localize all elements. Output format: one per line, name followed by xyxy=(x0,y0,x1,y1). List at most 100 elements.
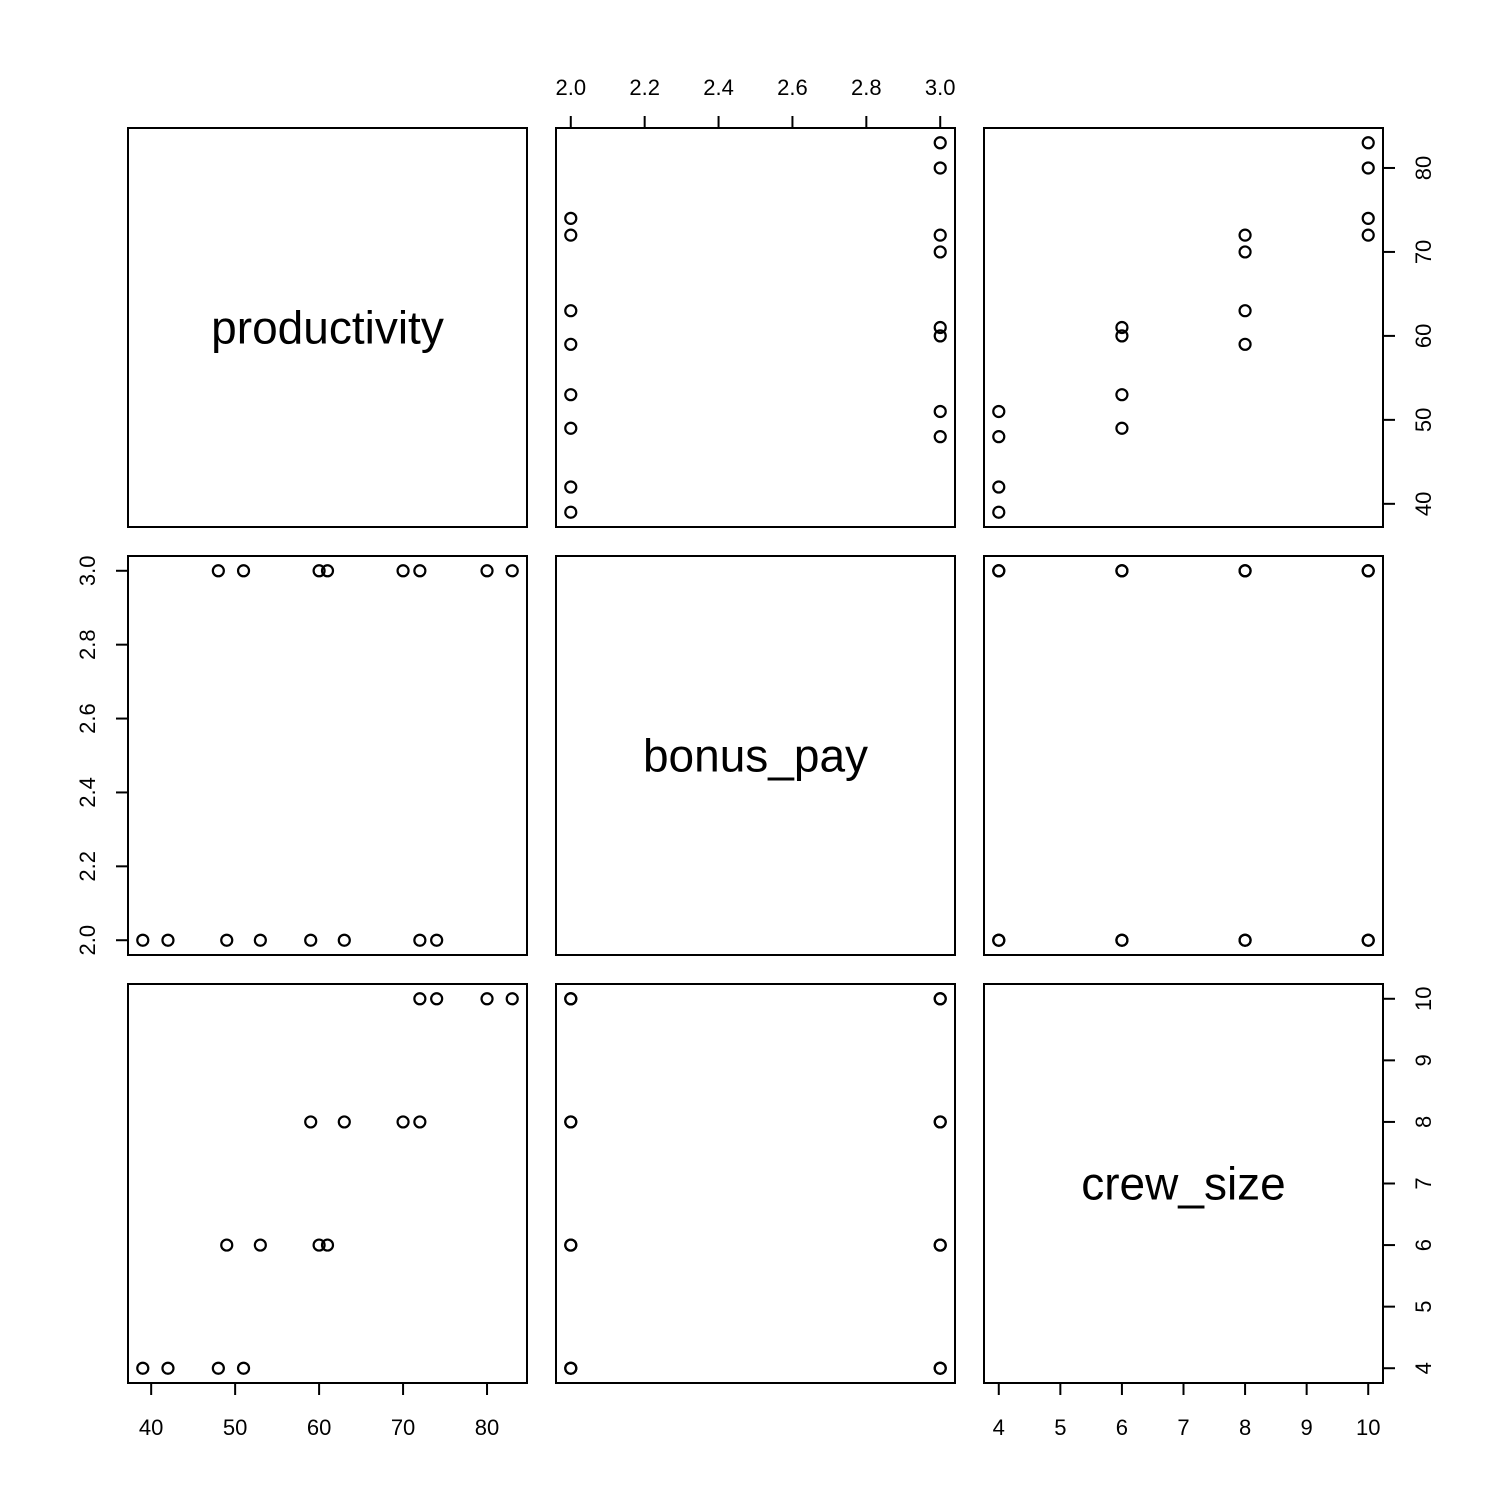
point-productivity-vs-crew_size xyxy=(430,992,444,1006)
panel-frame-crew_size-vs-productivity xyxy=(127,983,528,1384)
point-bonus_pay-vs-crew_size xyxy=(933,1115,947,1129)
point-productivity-vs-bonus_pay xyxy=(505,564,519,578)
point-bonus_pay-vs-crew_size xyxy=(933,1361,947,1375)
point-bonus_pay-vs-productivity xyxy=(564,304,578,318)
point-crew_size-vs-productivity xyxy=(1361,211,1375,225)
point-crew_size-vs-bonus_pay xyxy=(1361,564,1375,578)
point-productivity-vs-bonus_pay xyxy=(337,933,351,947)
point-productivity-vs-crew_size xyxy=(211,1361,225,1375)
variable-label-productivity: productivity xyxy=(211,302,444,354)
point-bonus_pay-vs-productivity xyxy=(933,404,947,419)
point-crew_size-vs-productivity xyxy=(1361,136,1375,150)
top-tick-label-bonus_pay: 2.2 xyxy=(629,75,660,100)
point-crew_size-vs-productivity xyxy=(1238,245,1252,259)
left-tick-label-bonus_pay: 2.6 xyxy=(75,703,100,734)
point-productivity-vs-bonus_pay xyxy=(320,564,335,578)
point-crew_size-vs-productivity xyxy=(1238,228,1252,242)
bottom-tick-label-crew_size: 8 xyxy=(1239,1415,1251,1440)
point-crew_size-vs-productivity xyxy=(992,505,1006,519)
panel-frame-bonus_pay-vs-productivity xyxy=(127,555,528,956)
point-productivity-vs-bonus_pay xyxy=(430,933,444,947)
point-crew_size-vs-productivity xyxy=(1115,320,1129,335)
point-bonus_pay-vs-productivity xyxy=(933,161,947,175)
right-tick-label-crew_size: 8 xyxy=(1411,1116,1436,1128)
point-crew_size-vs-productivity xyxy=(1361,228,1375,242)
point-crew_size-vs-bonus_pay xyxy=(992,564,1006,578)
point-bonus_pay-vs-crew_size xyxy=(933,992,947,1006)
right-tick-label-crew_size: 5 xyxy=(1411,1301,1436,1313)
panel-frame-productivity-vs-crew_size xyxy=(983,127,1384,528)
right-tick-label-productivity: 50 xyxy=(1411,408,1436,432)
point-crew_size-vs-bonus_pay xyxy=(992,933,1006,947)
point-crew_size-vs-productivity xyxy=(1115,329,1129,343)
point-crew_size-vs-productivity xyxy=(1361,161,1375,175)
top-tick-label-bonus_pay: 2.6 xyxy=(777,75,808,100)
panel-frame-bonus_pay-vs-crew_size xyxy=(983,555,1384,956)
right-tick-label-productivity: 40 xyxy=(1411,492,1436,516)
right-tick-label-productivity: 70 xyxy=(1411,240,1436,264)
left-tick-label-bonus_pay: 2.0 xyxy=(75,925,100,956)
point-crew_size-vs-productivity xyxy=(1238,304,1252,318)
point-bonus_pay-vs-productivity xyxy=(564,421,578,435)
point-productivity-vs-crew_size xyxy=(320,1238,335,1252)
point-bonus_pay-vs-crew_size xyxy=(564,1238,578,1252)
point-productivity-vs-crew_size xyxy=(253,1238,267,1252)
left-tick-label-bonus_pay: 2.4 xyxy=(75,777,100,808)
right-tick-label-crew_size: 9 xyxy=(1411,1054,1436,1066)
panel-frame-productivity-vs-productivity xyxy=(127,127,528,528)
point-crew_size-vs-bonus_pay xyxy=(1115,564,1129,578)
point-bonus_pay-vs-productivity xyxy=(564,505,578,519)
point-productivity-vs-bonus_pay xyxy=(396,564,410,578)
bottom-tick-label-crew_size: 9 xyxy=(1301,1415,1313,1440)
panel-frame-bonus_pay-vs-bonus_pay xyxy=(555,555,956,956)
left-tick-label-bonus_pay: 2.8 xyxy=(75,629,100,660)
point-bonus_pay-vs-productivity xyxy=(564,211,578,225)
point-productivity-vs-bonus_pay xyxy=(253,933,267,947)
bottom-tick-label-crew_size: 6 xyxy=(1116,1415,1128,1440)
bottom-tick-label-productivity: 60 xyxy=(307,1415,331,1440)
point-productivity-vs-bonus_pay xyxy=(480,564,494,578)
point-productivity-vs-crew_size xyxy=(136,1361,150,1375)
point-bonus_pay-vs-crew_size xyxy=(564,992,578,1006)
point-productivity-vs-crew_size xyxy=(480,992,494,1006)
point-productivity-vs-crew_size xyxy=(236,1361,251,1375)
top-tick-label-bonus_pay: 2.4 xyxy=(703,75,734,100)
point-bonus_pay-vs-productivity xyxy=(933,136,947,150)
point-crew_size-vs-productivity xyxy=(992,480,1006,494)
point-productivity-vs-bonus_pay xyxy=(161,933,175,947)
bottom-tick-label-crew_size: 10 xyxy=(1356,1415,1380,1440)
bottom-tick-label-crew_size: 7 xyxy=(1177,1415,1189,1440)
point-productivity-vs-bonus_pay xyxy=(413,933,427,947)
point-crew_size-vs-bonus_pay xyxy=(1238,933,1252,947)
point-bonus_pay-vs-productivity xyxy=(564,388,578,402)
point-productivity-vs-bonus_pay xyxy=(136,933,150,947)
right-tick-label-crew_size: 7 xyxy=(1411,1177,1436,1189)
point-productivity-vs-crew_size xyxy=(337,1115,351,1129)
point-productivity-vs-bonus_pay xyxy=(304,933,318,947)
point-bonus_pay-vs-crew_size xyxy=(564,1361,578,1375)
point-productivity-vs-crew_size xyxy=(161,1361,175,1375)
point-bonus_pay-vs-crew_size xyxy=(933,1238,947,1252)
point-bonus_pay-vs-productivity xyxy=(933,320,947,335)
point-bonus_pay-vs-productivity xyxy=(933,228,947,242)
point-productivity-vs-crew_size xyxy=(413,992,427,1006)
point-bonus_pay-vs-productivity xyxy=(933,245,947,259)
point-productivity-vs-bonus_pay xyxy=(236,564,251,578)
right-tick-label-crew_size: 10 xyxy=(1411,987,1436,1011)
point-productivity-vs-crew_size xyxy=(220,1238,234,1252)
point-productivity-vs-bonus_pay xyxy=(312,564,326,578)
right-tick-label-crew_size: 4 xyxy=(1411,1362,1436,1374)
point-bonus_pay-vs-productivity xyxy=(564,228,578,242)
point-productivity-vs-crew_size xyxy=(413,1115,427,1129)
point-bonus_pay-vs-productivity xyxy=(564,480,578,494)
point-productivity-vs-crew_size xyxy=(505,992,519,1006)
point-bonus_pay-vs-productivity xyxy=(933,329,947,343)
point-crew_size-vs-bonus_pay xyxy=(1361,933,1375,947)
point-crew_size-vs-productivity xyxy=(1238,337,1252,351)
bottom-tick-label-productivity: 70 xyxy=(391,1415,415,1440)
top-tick-label-bonus_pay: 3.0 xyxy=(925,75,956,100)
point-productivity-vs-bonus_pay xyxy=(211,564,225,578)
point-bonus_pay-vs-productivity xyxy=(933,430,947,444)
point-crew_size-vs-productivity xyxy=(992,430,1006,444)
panel-frame-crew_size-vs-bonus_pay xyxy=(555,983,956,1384)
